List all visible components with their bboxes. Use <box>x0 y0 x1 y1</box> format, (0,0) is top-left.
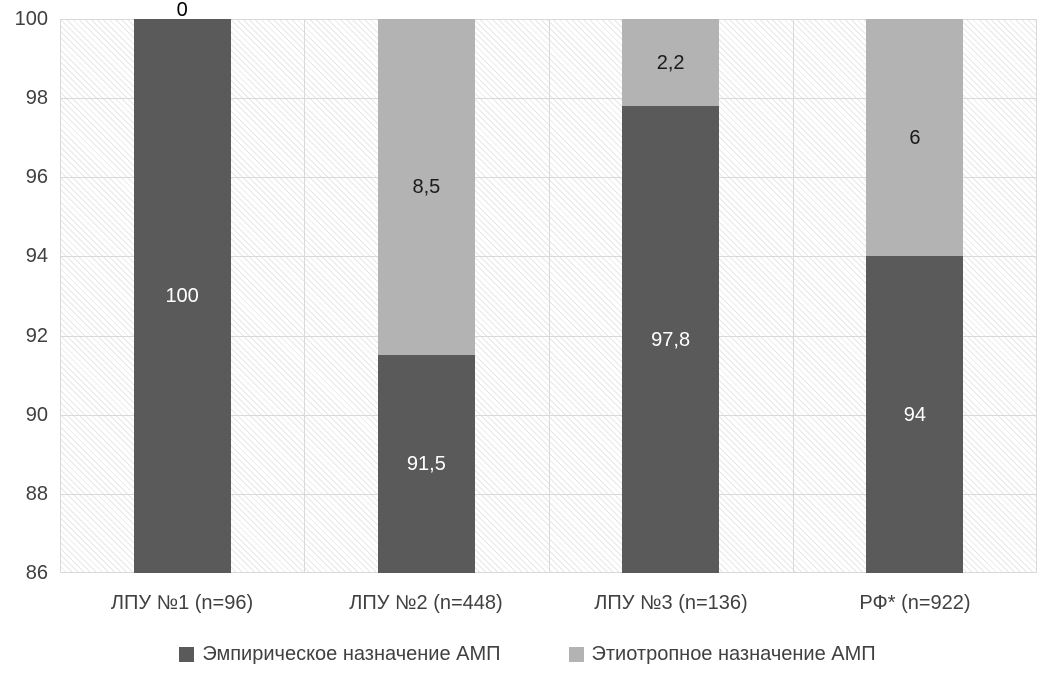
data-label-empirical-2: 97,8 <box>651 328 691 351</box>
x-category-label-1: ЛПУ №2 (n=448) <box>349 592 503 614</box>
y-gridline <box>60 336 1037 337</box>
x-gridline <box>60 19 61 573</box>
y-gridline <box>60 256 1037 257</box>
y-gridline <box>60 494 1037 495</box>
y-tick-label: 96 <box>25 166 48 188</box>
y-tick-label: 88 <box>25 483 48 505</box>
plot-area: 100 0 91,5 8,5 97,8 2,2 94 6 <box>60 0 1037 573</box>
data-label-etiotropic-1: 8,5 <box>412 176 441 199</box>
data-label-empirical-1: 91,5 <box>406 453 446 476</box>
x-category-label-0: ЛПУ №1 (n=96) <box>110 592 254 614</box>
y-gridline <box>60 572 1037 573</box>
y-tick-label: 86 <box>25 562 48 584</box>
bar-segment-empirical-3 <box>866 256 963 573</box>
bar-segment-etiotropic-1 <box>378 19 475 355</box>
bar-segment-etiotropic-2 <box>622 19 719 106</box>
legend-swatch-icon <box>568 646 584 662</box>
x-gridline <box>549 19 550 573</box>
legend: Эмпирическое назначение АМП Этиотропное н… <box>0 643 1055 665</box>
y-tick-label: 100 <box>14 8 48 30</box>
y-tick-label: 98 <box>25 87 48 109</box>
x-gridline <box>793 19 794 573</box>
legend-label: Этиотропное назначение АМП <box>591 643 876 665</box>
x-gridline <box>304 19 305 573</box>
x-category-label-2: ЛПУ №3 (n=136) <box>594 592 748 614</box>
y-tick-label: 94 <box>25 245 48 267</box>
data-label-etiotropic-2: 2,2 <box>656 51 685 74</box>
data-label-etiotropic-3: 6 <box>909 126 921 149</box>
legend-item-0: Эмпирическое назначение АМП <box>179 643 501 665</box>
bar-segment-empirical-2 <box>622 106 719 573</box>
data-label-empirical-0: 100 <box>165 285 199 307</box>
y-gridline <box>60 177 1037 178</box>
bar-segment-etiotropic-3 <box>866 19 963 256</box>
bar-segment-empirical-1 <box>378 355 475 573</box>
bar-segment-empirical-0 <box>134 19 231 573</box>
data-label-etiotropic-0: 0 <box>176 0 188 21</box>
y-tick-label: 92 <box>25 325 48 347</box>
x-category-label-3: РФ* (n=922) <box>859 592 971 614</box>
x-gridline <box>1036 19 1037 573</box>
y-tick-label: 90 <box>25 404 48 426</box>
legend-label: Эмпирическое назначение АМП <box>202 643 501 665</box>
legend-swatch-icon <box>179 646 195 662</box>
y-gridline <box>60 19 1037 20</box>
y-gridline <box>60 98 1037 99</box>
data-label-empirical-3: 94 <box>903 403 926 426</box>
legend-item-1: Этиотропное назначение АМП <box>568 643 876 665</box>
y-gridline <box>60 415 1037 416</box>
